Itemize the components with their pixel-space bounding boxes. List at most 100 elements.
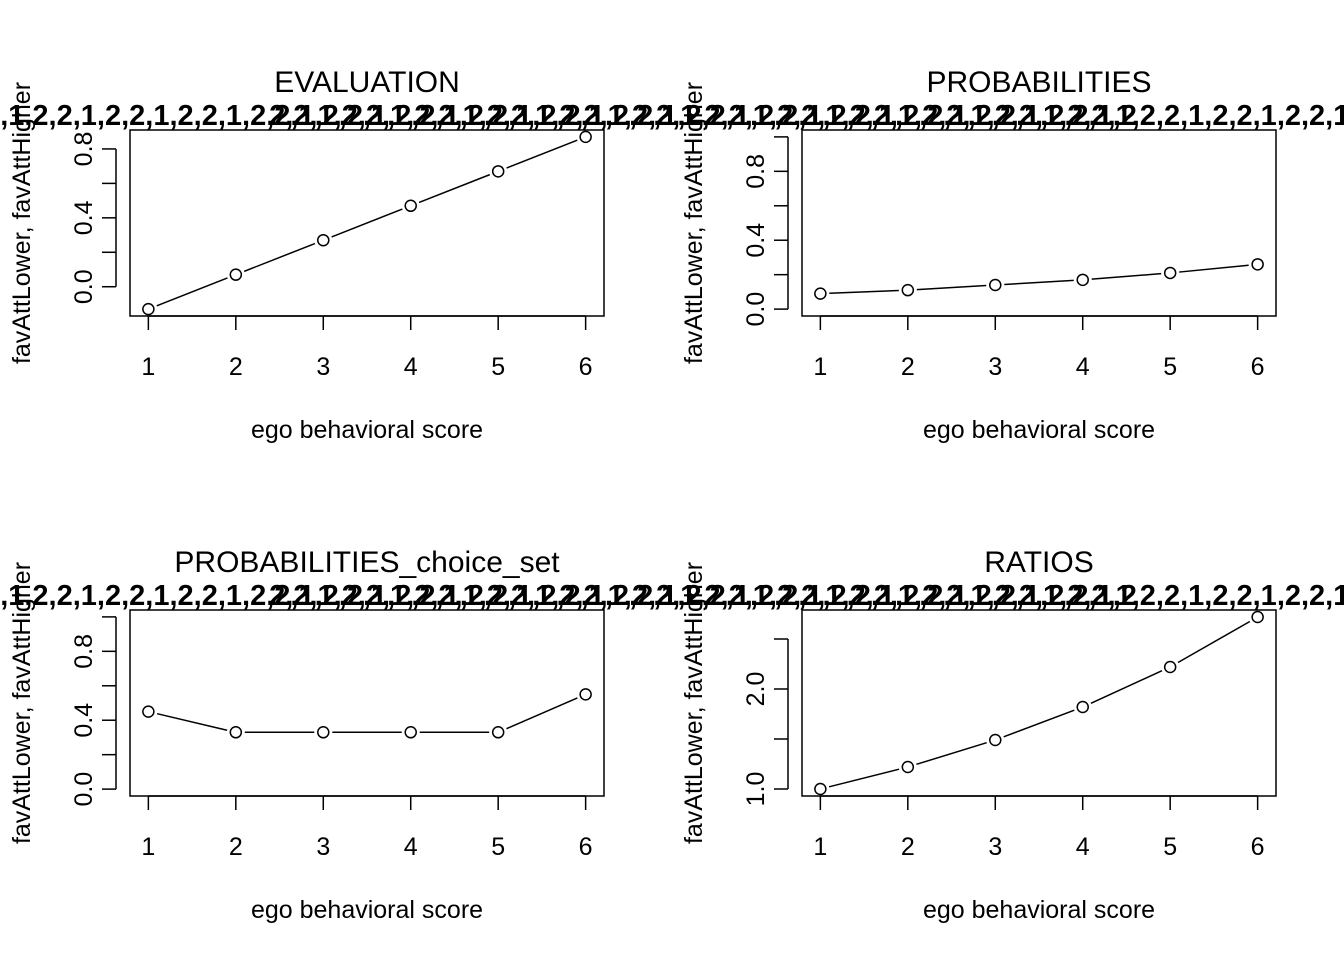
data-point <box>229 726 243 739</box>
x-tick-label: 5 <box>1163 833 1177 861</box>
series-line-segment <box>418 173 491 204</box>
x-tick-label: 1 <box>141 833 155 861</box>
series-line-segment <box>1179 264 1249 273</box>
data-point <box>901 760 915 774</box>
x-tick-label: 5 <box>1163 353 1177 381</box>
data-point <box>989 733 1002 747</box>
y-tick-label: 0.4 <box>742 223 770 258</box>
y-axis-label: favAttLower, favAttHigher <box>8 562 36 844</box>
x-tick-label: 3 <box>316 353 330 381</box>
x-tick-label: 2 <box>901 353 915 381</box>
data-point <box>317 233 330 247</box>
chart-panel-4: 1 2 3 4 5 6 1.0 2.0 ego behavioral score favAttLo… <box>269 546 1344 924</box>
data-point <box>142 705 155 718</box>
x-tick-label: 4 <box>1076 833 1090 861</box>
series-line-segment <box>243 242 316 273</box>
x-tick-label: 2 <box>901 833 915 861</box>
data-point <box>491 726 505 739</box>
series-line-segment <box>916 741 987 766</box>
series-line-segment <box>156 277 228 307</box>
y-axis-label: favAttLower, favAttHigher <box>680 562 708 844</box>
x-tick-label: 6 <box>579 833 593 861</box>
series-line-segment <box>1091 272 1162 280</box>
y-tick-label: 0.8 <box>70 634 98 669</box>
y-tick-label: 0.4 <box>70 703 98 738</box>
plot-frame <box>801 609 1277 797</box>
x-tick-label: 3 <box>988 833 1002 861</box>
x-tick-label: 2 <box>229 353 243 381</box>
data-point <box>142 302 155 316</box>
y-axis-label: favAttLower, favAttHigher <box>680 82 708 364</box>
x-tick-label: 5 <box>491 353 505 381</box>
y-tick-label: 0.0 <box>742 292 770 327</box>
x-tick-label: 3 <box>316 833 330 861</box>
series-line-segment <box>828 768 900 788</box>
data-point <box>1076 273 1089 287</box>
x-tick-label: 4 <box>1076 353 1090 381</box>
series-line-segment <box>506 697 578 730</box>
data-point <box>1076 700 1089 714</box>
data-point <box>579 130 592 144</box>
x-axis-label: ego behavioral score <box>251 896 483 924</box>
data-point <box>989 278 1002 292</box>
series-line-segment <box>156 712 228 731</box>
x-tick-label: 4 <box>404 353 418 381</box>
overlay-label-text: 2,2,1,2,2,1,2,2,1,2,2,1,2,2,1,2,2,1,2,2,… <box>269 580 1344 612</box>
series-line-segment <box>1004 279 1074 286</box>
y-tick-label: 0.0 <box>70 772 98 807</box>
x-tick-label: 1 <box>813 353 827 381</box>
series-line-segment <box>916 284 987 291</box>
y-tick-label: 0.4 <box>70 200 98 235</box>
data-point <box>229 268 243 281</box>
series-line-segment <box>1177 620 1251 664</box>
overlay-label-text: 2,2,1,2,2,1,2,2,1,2,2,1,2,2,1,2,2,1,2,2,… <box>0 100 1137 132</box>
plot-frame <box>129 609 605 797</box>
data-point <box>1163 660 1177 674</box>
x-axis-label: ego behavioral score <box>251 416 483 444</box>
overlay-label-text: 2,2,1,2,2,1,2,2,1,2,2,1,2,2,1,2,2,1,2,2,… <box>269 100 1344 132</box>
series-line-segment <box>1090 670 1163 704</box>
x-tick-label: 2 <box>229 833 243 861</box>
y-tick-label: 0.0 <box>70 269 98 304</box>
x-tick-label: 1 <box>813 833 827 861</box>
data-point <box>579 688 592 701</box>
chart-panel-2: 1 2 3 4 5 6 0.0 0.4 0.8 ego behavioral score favAt… <box>269 66 1344 444</box>
data-point <box>1251 258 1264 271</box>
y-tick-label: 2.0 <box>742 672 770 707</box>
data-point <box>901 283 915 297</box>
y-axis-label: favAttLower, favAttHigher <box>8 82 36 364</box>
chart-panel-1: 1 2 3 4 5 6 0.0 0.4 0.8 ego behavioral score favAt… <box>0 66 1137 444</box>
series-line-segment <box>1003 709 1075 738</box>
y-tick-label: 0.8 <box>70 132 98 167</box>
series-line-segment <box>331 208 403 238</box>
y-tick-label: 0.8 <box>742 154 770 189</box>
plot-frame <box>801 129 1277 317</box>
data-point <box>814 782 827 796</box>
chart-title: RATIOS <box>984 546 1093 579</box>
data-point <box>1163 266 1177 280</box>
x-tick-label: 6 <box>1251 353 1265 381</box>
x-tick-label: 3 <box>988 353 1002 381</box>
series-line-segment <box>829 289 899 295</box>
x-tick-label: 6 <box>1251 833 1265 861</box>
chart-title: EVALUATION <box>274 66 460 99</box>
data-point <box>814 287 827 300</box>
x-tick-label: 6 <box>579 353 593 381</box>
data-point <box>317 726 330 739</box>
x-axis-label: ego behavioral score <box>923 896 1155 924</box>
data-point <box>491 165 505 178</box>
data-point <box>404 199 417 213</box>
data-point <box>404 726 417 739</box>
chart-panel-3: 1 2 3 4 5 6 0.0 0.4 0.8 ego behavioral score favAt… <box>0 546 1137 924</box>
data-point <box>1251 610 1264 624</box>
x-tick-label: 1 <box>141 353 155 381</box>
y-tick-label: 1.0 <box>742 772 770 807</box>
chart-title: PROBABILITIES <box>926 66 1151 99</box>
series-line-segment <box>506 139 578 169</box>
x-axis-label: ego behavioral score <box>923 416 1155 444</box>
x-tick-label: 5 <box>491 833 505 861</box>
chart-title: PROBABILITIES_choice_set <box>174 546 560 579</box>
x-tick-label: 4 <box>404 833 418 861</box>
